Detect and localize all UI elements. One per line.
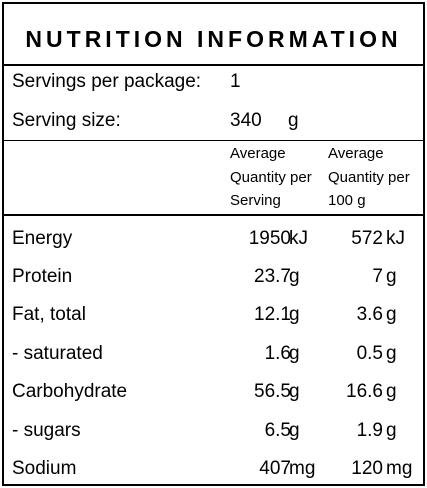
per100-amount: 1.9 xyxy=(356,420,383,441)
serving-unit: mg xyxy=(289,458,316,479)
serving-unit: g xyxy=(289,420,300,441)
nutrient-name: Protein xyxy=(12,266,73,287)
per100-unit: g xyxy=(386,304,397,325)
header-line: Quantity per xyxy=(230,168,312,186)
header-line: Serving xyxy=(230,192,281,209)
header-line: Average xyxy=(328,145,384,162)
serving-amount: 12.1 xyxy=(254,304,291,325)
per100-unit: g xyxy=(386,420,397,441)
serving-size-label: Serving size: xyxy=(12,110,121,131)
serving-unit: g xyxy=(289,266,300,287)
header-per-serving: Average Quantity per Serving xyxy=(230,142,312,213)
serving-size-unit: g xyxy=(288,110,299,131)
nutrient-name: Energy xyxy=(12,228,73,249)
serving-amount: 1950 xyxy=(248,228,291,249)
nutrient-name: - sugars xyxy=(12,420,81,441)
nutrient-name: Sodium xyxy=(12,458,77,479)
table-row: - sugars 6.5 g 1.9 g xyxy=(4,412,423,450)
serving-amount: 56.5 xyxy=(254,381,291,402)
per100-unit: kJ xyxy=(386,228,405,249)
serving-amount: 23.7 xyxy=(254,266,291,287)
header-per-100g: Average Quantity per 100 g xyxy=(328,142,410,213)
header-line: Average xyxy=(230,145,286,162)
table-row: - saturated 1.6 g 0.5 g xyxy=(4,335,423,373)
table-row: Protein 23.7 g 7 g xyxy=(4,258,423,296)
per100-amount: 3.6 xyxy=(356,304,383,325)
per100-amount: 7 xyxy=(372,266,383,287)
servings-label: Servings per package: xyxy=(12,71,202,92)
per100-amount: 120 xyxy=(351,458,383,479)
serving-size-value: 340 xyxy=(230,110,262,131)
serving-amount: 407 xyxy=(259,458,291,479)
serving-unit: g xyxy=(289,381,300,402)
table-row: Carbohydrate 56.5 g 16.6 g xyxy=(4,373,423,411)
table-row: Energy 1950 kJ 572 kJ xyxy=(4,220,423,258)
header-line: 100 g xyxy=(328,192,366,209)
serving-unit: g xyxy=(289,343,300,364)
panel-title: NUTRITION INFORMATION xyxy=(25,26,402,52)
per100-amount: 16.6 xyxy=(346,381,383,402)
header-line: Quantity per xyxy=(328,168,410,186)
servings-value: 1 xyxy=(230,71,241,92)
serving-unit: kJ xyxy=(289,228,308,249)
per100-unit: g xyxy=(386,343,397,364)
table-row: Sodium 407 mg 120 mg xyxy=(4,450,423,488)
per100-unit: g xyxy=(386,381,397,402)
per100-unit: mg xyxy=(386,458,413,479)
serving-amount: 1.6 xyxy=(264,343,291,364)
table-row: Fat, total 12.1 g 3.6 g xyxy=(4,296,423,334)
divider-header xyxy=(4,140,423,141)
nutrient-name: Carbohydrate xyxy=(12,381,128,402)
per100-amount: 0.5 xyxy=(356,343,383,364)
nutrient-name: Fat, total xyxy=(12,304,86,325)
divider-title xyxy=(4,64,423,66)
divider-table xyxy=(4,214,423,216)
per100-amount: 572 xyxy=(351,228,383,249)
serving-amount: 6.5 xyxy=(264,420,291,441)
per100-unit: g xyxy=(386,266,397,287)
serving-unit: g xyxy=(289,304,300,325)
nutrient-name: - saturated xyxy=(12,343,103,364)
